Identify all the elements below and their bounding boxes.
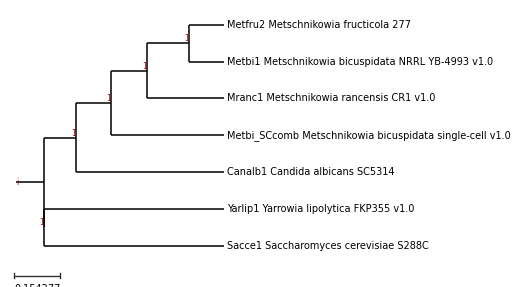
Text: i: i [17,178,19,187]
Text: 1: 1 [71,129,76,137]
Text: Metbi1 Metschnikowia bicuspidata NRRL YB-4993 v1.0: Metbi1 Metschnikowia bicuspidata NRRL YB… [227,57,493,67]
Text: 1: 1 [142,62,146,71]
Text: 1: 1 [39,218,44,227]
Text: 1: 1 [107,94,111,103]
Text: Canalb1 Candida albicans SC5314: Canalb1 Candida albicans SC5314 [227,167,395,177]
Text: Metbi_SCcomb Metschnikowia bicuspidata single-cell v1.0: Metbi_SCcomb Metschnikowia bicuspidata s… [227,130,511,141]
Text: 1: 1 [184,34,189,43]
Text: Sacce1 Saccharomyces cerevisiae S288C: Sacce1 Saccharomyces cerevisiae S288C [227,241,429,251]
Text: Yarlip1 Yarrowia lipolytica FKP355 v1.0: Yarlip1 Yarrowia lipolytica FKP355 v1.0 [227,204,415,214]
Text: 0.154277: 0.154277 [14,284,61,287]
Text: Metfru2 Metschnikowia fructicola 277: Metfru2 Metschnikowia fructicola 277 [227,20,411,30]
Text: Mranc1 Metschnikowia rancensis CR1 v1.0: Mranc1 Metschnikowia rancensis CR1 v1.0 [227,94,436,103]
